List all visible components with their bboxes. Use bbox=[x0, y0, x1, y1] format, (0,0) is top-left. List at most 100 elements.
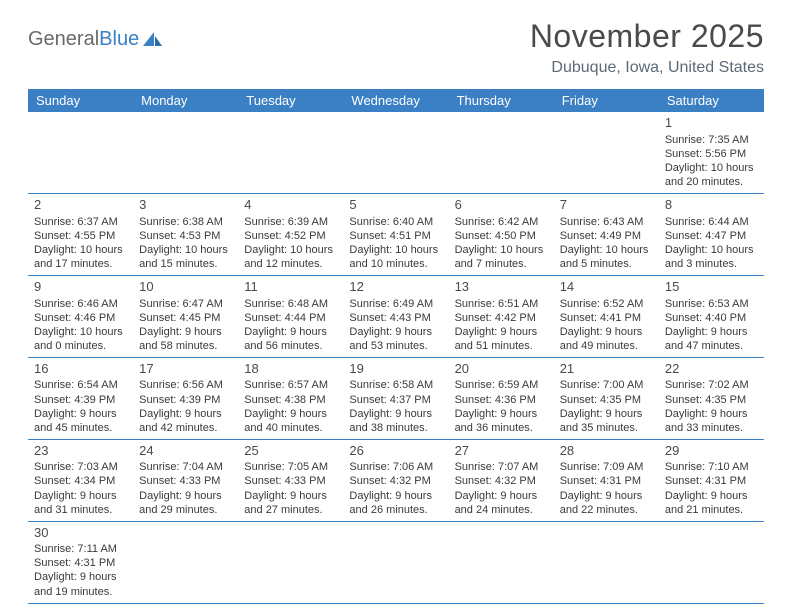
daylight-text: Daylight: 9 hours and 53 minutes. bbox=[349, 325, 442, 353]
sunset-text: Sunset: 4:37 PM bbox=[349, 393, 442, 407]
daylight-text: Daylight: 9 hours and 21 minutes. bbox=[665, 489, 758, 517]
sunset-text: Sunset: 4:41 PM bbox=[560, 311, 653, 325]
daylight-text: Daylight: 9 hours and 31 minutes. bbox=[34, 489, 127, 517]
calendar-week-row: 2Sunrise: 6:37 AMSunset: 4:55 PMDaylight… bbox=[28, 193, 764, 275]
daylight-text: Daylight: 10 hours and 20 minutes. bbox=[665, 161, 758, 189]
sunset-text: Sunset: 4:31 PM bbox=[665, 474, 758, 488]
day-number: 11 bbox=[244, 279, 337, 296]
sunrise-text: Sunrise: 6:40 AM bbox=[349, 215, 442, 229]
calendar-empty-cell bbox=[449, 112, 554, 193]
sunset-text: Sunset: 4:46 PM bbox=[34, 311, 127, 325]
day-number: 13 bbox=[455, 279, 548, 296]
calendar-day-cell: 20Sunrise: 6:59 AMSunset: 4:36 PMDayligh… bbox=[449, 357, 554, 439]
calendar-table: SundayMondayTuesdayWednesdayThursdayFrid… bbox=[28, 89, 764, 604]
calendar-day-cell: 2Sunrise: 6:37 AMSunset: 4:55 PMDaylight… bbox=[28, 193, 133, 275]
sunset-text: Sunset: 4:35 PM bbox=[560, 393, 653, 407]
sunrise-text: Sunrise: 6:54 AM bbox=[34, 378, 127, 392]
location-text: Dubuque, Iowa, United States bbox=[530, 59, 764, 77]
sunset-text: Sunset: 4:50 PM bbox=[455, 229, 548, 243]
sunset-text: Sunset: 4:38 PM bbox=[244, 393, 337, 407]
daylight-text: Daylight: 10 hours and 15 minutes. bbox=[139, 243, 232, 271]
daylight-text: Daylight: 9 hours and 42 minutes. bbox=[139, 407, 232, 435]
daylight-text: Daylight: 9 hours and 27 minutes. bbox=[244, 489, 337, 517]
sunrise-text: Sunrise: 7:05 AM bbox=[244, 460, 337, 474]
sunset-text: Sunset: 4:33 PM bbox=[139, 474, 232, 488]
day-number: 27 bbox=[455, 443, 548, 460]
daylight-text: Daylight: 10 hours and 0 minutes. bbox=[34, 325, 127, 353]
day-number: 29 bbox=[665, 443, 758, 460]
sunset-text: Sunset: 4:34 PM bbox=[34, 474, 127, 488]
day-number: 20 bbox=[455, 361, 548, 378]
sunset-text: Sunset: 4:32 PM bbox=[455, 474, 548, 488]
weekday-header: Saturday bbox=[659, 89, 764, 112]
sunset-text: Sunset: 4:31 PM bbox=[34, 556, 127, 570]
sunset-text: Sunset: 4:36 PM bbox=[455, 393, 548, 407]
sunrise-text: Sunrise: 6:51 AM bbox=[455, 297, 548, 311]
daylight-text: Daylight: 9 hours and 38 minutes. bbox=[349, 407, 442, 435]
daylight-text: Daylight: 9 hours and 33 minutes. bbox=[665, 407, 758, 435]
sunrise-text: Sunrise: 7:09 AM bbox=[560, 460, 653, 474]
calendar-week-row: 30Sunrise: 7:11 AMSunset: 4:31 PMDayligh… bbox=[28, 521, 764, 603]
sunrise-text: Sunrise: 6:52 AM bbox=[560, 297, 653, 311]
weekday-header: Monday bbox=[133, 89, 238, 112]
sunrise-text: Sunrise: 7:02 AM bbox=[665, 378, 758, 392]
daylight-text: Daylight: 9 hours and 49 minutes. bbox=[560, 325, 653, 353]
daylight-text: Daylight: 10 hours and 17 minutes. bbox=[34, 243, 127, 271]
day-number: 18 bbox=[244, 361, 337, 378]
day-number: 28 bbox=[560, 443, 653, 460]
sunset-text: Sunset: 4:40 PM bbox=[665, 311, 758, 325]
calendar-empty-cell bbox=[659, 521, 764, 603]
calendar-week-row: 23Sunrise: 7:03 AMSunset: 4:34 PMDayligh… bbox=[28, 439, 764, 521]
daylight-text: Daylight: 9 hours and 35 minutes. bbox=[560, 407, 653, 435]
calendar-day-cell: 26Sunrise: 7:06 AMSunset: 4:32 PMDayligh… bbox=[343, 439, 448, 521]
sunrise-text: Sunrise: 7:04 AM bbox=[139, 460, 232, 474]
calendar-day-cell: 7Sunrise: 6:43 AMSunset: 4:49 PMDaylight… bbox=[554, 193, 659, 275]
sunrise-text: Sunrise: 6:59 AM bbox=[455, 378, 548, 392]
sunrise-text: Sunrise: 6:39 AM bbox=[244, 215, 337, 229]
calendar-body: 1Sunrise: 7:35 AMSunset: 5:56 PMDaylight… bbox=[28, 112, 764, 603]
daylight-text: Daylight: 9 hours and 56 minutes. bbox=[244, 325, 337, 353]
sunrise-text: Sunrise: 7:06 AM bbox=[349, 460, 442, 474]
sunrise-text: Sunrise: 6:38 AM bbox=[139, 215, 232, 229]
calendar-day-cell: 16Sunrise: 6:54 AMSunset: 4:39 PMDayligh… bbox=[28, 357, 133, 439]
daylight-text: Daylight: 10 hours and 10 minutes. bbox=[349, 243, 442, 271]
calendar-day-cell: 12Sunrise: 6:49 AMSunset: 4:43 PMDayligh… bbox=[343, 275, 448, 357]
calendar-day-cell: 22Sunrise: 7:02 AMSunset: 4:35 PMDayligh… bbox=[659, 357, 764, 439]
sunrise-text: Sunrise: 7:03 AM bbox=[34, 460, 127, 474]
day-number: 2 bbox=[34, 197, 127, 214]
daylight-text: Daylight: 9 hours and 47 minutes. bbox=[665, 325, 758, 353]
calendar-empty-cell bbox=[133, 521, 238, 603]
calendar-day-cell: 24Sunrise: 7:04 AMSunset: 4:33 PMDayligh… bbox=[133, 439, 238, 521]
day-number: 14 bbox=[560, 279, 653, 296]
weekday-header: Thursday bbox=[449, 89, 554, 112]
calendar-day-cell: 4Sunrise: 6:39 AMSunset: 4:52 PMDaylight… bbox=[238, 193, 343, 275]
sunset-text: Sunset: 4:51 PM bbox=[349, 229, 442, 243]
day-number: 3 bbox=[139, 197, 232, 214]
calendar-day-cell: 27Sunrise: 7:07 AMSunset: 4:32 PMDayligh… bbox=[449, 439, 554, 521]
calendar-day-cell: 17Sunrise: 6:56 AMSunset: 4:39 PMDayligh… bbox=[133, 357, 238, 439]
day-number: 4 bbox=[244, 197, 337, 214]
daylight-text: Daylight: 10 hours and 12 minutes. bbox=[244, 243, 337, 271]
weekday-header: Sunday bbox=[28, 89, 133, 112]
day-number: 7 bbox=[560, 197, 653, 214]
calendar-day-cell: 29Sunrise: 7:10 AMSunset: 4:31 PMDayligh… bbox=[659, 439, 764, 521]
daylight-text: Daylight: 10 hours and 7 minutes. bbox=[455, 243, 548, 271]
sunrise-text: Sunrise: 6:43 AM bbox=[560, 215, 653, 229]
sunrise-text: Sunrise: 6:53 AM bbox=[665, 297, 758, 311]
calendar-day-cell: 1Sunrise: 7:35 AMSunset: 5:56 PMDaylight… bbox=[659, 112, 764, 193]
sunset-text: Sunset: 4:39 PM bbox=[34, 393, 127, 407]
calendar-day-cell: 9Sunrise: 6:46 AMSunset: 4:46 PMDaylight… bbox=[28, 275, 133, 357]
sunrise-text: Sunrise: 7:00 AM bbox=[560, 378, 653, 392]
sunrise-text: Sunrise: 6:47 AM bbox=[139, 297, 232, 311]
calendar-day-cell: 5Sunrise: 6:40 AMSunset: 4:51 PMDaylight… bbox=[343, 193, 448, 275]
calendar-day-cell: 13Sunrise: 6:51 AMSunset: 4:42 PMDayligh… bbox=[449, 275, 554, 357]
sunset-text: Sunset: 4:55 PM bbox=[34, 229, 127, 243]
sunset-text: Sunset: 4:32 PM bbox=[349, 474, 442, 488]
calendar-week-row: 16Sunrise: 6:54 AMSunset: 4:39 PM Dayligh… bbox=[28, 357, 764, 439]
day-number: 16 bbox=[34, 361, 127, 378]
calendar-empty-cell bbox=[343, 521, 448, 603]
sunset-text: Sunset: 4:33 PM bbox=[244, 474, 337, 488]
day-number: 30 bbox=[34, 525, 127, 542]
logo: GeneralBlue bbox=[28, 18, 164, 51]
page-header: GeneralBlue November 2025 Dubuque, Iowa,… bbox=[28, 18, 764, 77]
